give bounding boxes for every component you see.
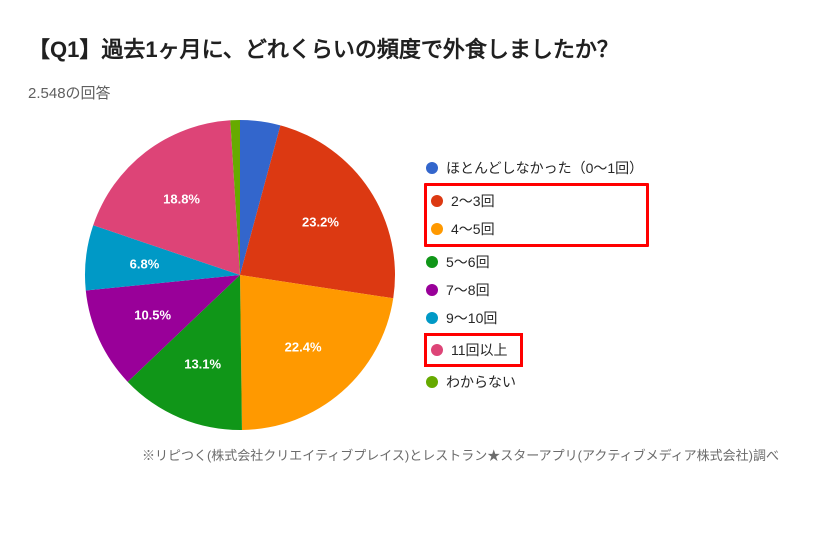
legend-bullet [426,312,438,324]
legend-bullet [431,195,443,207]
pie-slice-label: 23.2% [302,215,339,230]
legend-bullet [431,223,443,235]
legend-label: 7～8回 [446,280,490,300]
legend-label: 11回以上 [451,340,508,360]
legend-bullet [426,162,438,174]
pie-slice-label: 13.1% [184,356,221,371]
legend: ほとんどしなかった（0～1回） 2～3回 4～5回 5～6回 7～8回 9～10回 11回以… [424,155,649,395]
survey-chart-container: 【Q1】過去1ヶ月に、どれくらいの頻度で外食しましたか？ 2.548の回答 23… [0,0,815,480]
legend-label: 4～5回 [451,219,495,239]
legend-highlight: 11回以上 [424,333,523,367]
pie-slice-label: 18.8% [163,191,200,206]
pie-chart: 23.2% 22.4% 13.1% 10.5% 6.8% 18.8% [80,115,400,435]
legend-label: ほとんどしなかった（0～1回） [446,158,643,178]
legend-item: 9～10回 [424,305,649,331]
legend-item: 11回以上 [429,337,514,363]
pie-slice-label: 6.8% [130,257,160,272]
legend-bullet [426,376,438,388]
response-count: 2.548の回答 [28,82,787,103]
legend-bullet [426,284,438,296]
pie-slice-label: 22.4% [285,340,322,355]
legend-label: わからない [446,372,516,392]
legend-bullet [426,256,438,268]
legend-label: 5～6回 [446,252,490,272]
footnote: ※リピつく(株式会社クリエイティブプレイス)とレストラン★スターアプリ(アクティ… [28,445,787,464]
pie-slice-label: 10.5% [134,308,171,323]
legend-item: 7～8回 [424,277,649,303]
legend-item: 5～6回 [424,249,649,275]
legend-bullet [431,344,443,356]
legend-highlight: 2～3回 4～5回 [424,183,649,247]
legend-item: 2～3回 [429,188,640,214]
chart-area: 23.2% 22.4% 13.1% 10.5% 6.8% 18.8% ほとんどしなかった（… [28,115,787,435]
legend-item: 4～5回 [429,216,640,242]
legend-item: ほとんどしなかった（0～1回） [424,155,649,181]
page-title: 【Q1】過去1ヶ月に、どれくらいの頻度で外食しましたか？ [28,32,787,64]
legend-label: 2～3回 [451,191,495,211]
legend-label: 9～10回 [446,308,497,328]
legend-item: わからない [424,369,649,395]
